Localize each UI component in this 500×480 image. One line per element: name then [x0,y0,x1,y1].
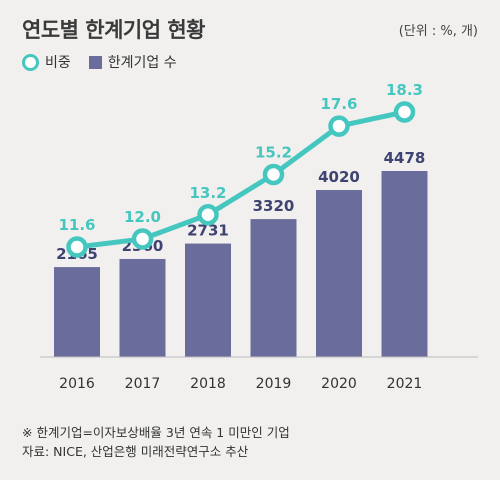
share-value-label-2020: 17.6 [320,95,357,113]
bar-2016 [54,267,100,357]
share-point-2020 [328,115,350,137]
x-tick-label-2019: 2019 [256,376,292,392]
share-point-2019 [262,163,285,186]
share-point-2016 [66,236,88,258]
x-tick-label-2016: 2016 [59,376,95,392]
share-line [76,109,406,250]
footnote-definition: ※ 한계기업=이자보상배율 3년 연속 1 미만인 기업 [22,425,290,440]
footnote: ※ 한계기업=이자보상배율 3년 연속 1 미만인 기업 자료: NICE, 산… [22,423,290,461]
x-tick-label-2020: 2020 [321,376,357,392]
share-value-label-2018: 13.2 [189,184,226,202]
chart-area: 2165201623602017273120183320201940202020… [40,81,478,392]
bar-2021 [381,171,428,357]
footnote-source: 자료: NICE, 산업은행 미래전략연구소 추산 [22,444,249,459]
bar-2018 [185,243,231,357]
share-point-2018 [197,204,219,226]
legend-line-label: 비중 [45,55,71,71]
bar-2019 [250,219,297,357]
bar-value-label-2021: 4478 [384,149,426,167]
x-tick-label-2017: 2017 [125,376,161,392]
bar-2020 [316,190,362,357]
chart-title: 연도별 한계기업 현황 [22,18,206,42]
share-point-2021 [393,101,416,123]
share-value-label-2016: 11.6 [58,216,95,234]
share-value-label-2019: 15.2 [255,143,292,161]
bar-value-label-2020: 4020 [318,168,360,186]
share-value-label-2017: 12.0 [124,208,161,226]
bar-value-label-2019: 3320 [253,197,295,215]
x-tick-label-2021: 2021 [387,376,423,392]
legend: 비중 한계기업 수 [22,52,177,72]
legend-bar-marker [88,55,102,69]
bar-2017 [119,258,166,357]
x-tick-label-2018: 2018 [190,376,226,392]
legend-line-marker [22,53,39,71]
unit-label: (단위 : %, 개) [398,24,478,39]
legend-bar-label: 한계기업 수 [107,55,177,71]
share-value-label-2021: 18.3 [386,81,423,99]
bar-value-label-2018: 2731 [187,222,229,240]
share-point-2017 [131,228,154,250]
